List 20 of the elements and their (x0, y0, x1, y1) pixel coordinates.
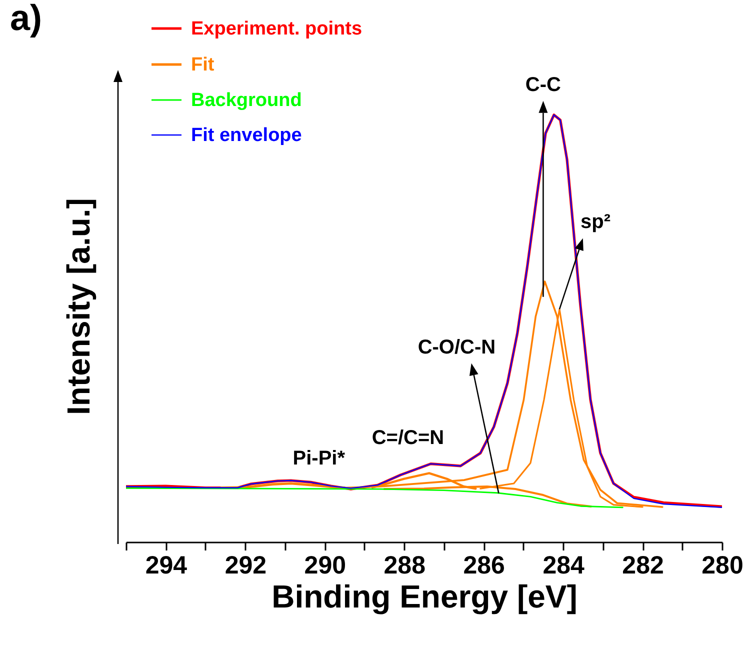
x-tick-label: 286 (463, 552, 505, 580)
legend-label: Background (191, 90, 302, 111)
text: a) (10, 0, 42, 38)
annotation: sp² (580, 211, 611, 234)
annotation: C=/C=N (372, 426, 444, 449)
legend-label: Fit envelope (191, 125, 302, 146)
x-tick-label: 284 (542, 552, 585, 580)
annotation: Pi-Pi* (292, 447, 346, 470)
annotation: C-O/C-N (418, 336, 496, 358)
legend-label: Experiment. points (191, 18, 362, 40)
x-tick-label: 292 (224, 552, 267, 580)
legend-label: Fit (191, 54, 215, 76)
x-axis-title: Binding Energy [eV] (272, 578, 578, 614)
x-tick-label: 280 (702, 552, 744, 580)
x-tick-label: 290 (304, 552, 346, 580)
y-axis-title: Intensity [a.u.] (60, 198, 96, 415)
annotation: C-C (525, 74, 561, 96)
x-tick-label: 288 (384, 552, 426, 580)
x-tick-label: 294 (145, 552, 188, 580)
x-tick-label: 282 (622, 552, 664, 580)
